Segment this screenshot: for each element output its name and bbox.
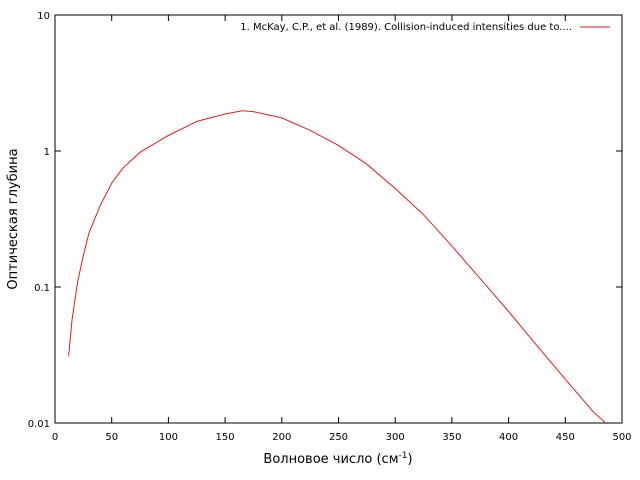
y-tick-label: 1 bbox=[44, 147, 50, 158]
x-label-sup: -1 bbox=[399, 451, 408, 461]
x-tick-label: 200 bbox=[272, 432, 291, 443]
legend-label: 1. McKay, C.P., et al. (1989). Collision… bbox=[240, 22, 572, 33]
x-label-main: Волновое число (см bbox=[263, 452, 398, 467]
x-tick-label: 150 bbox=[216, 432, 235, 443]
y-axis-label: Оптическая глубина bbox=[6, 148, 21, 289]
y-tick-label: 0.01 bbox=[28, 419, 50, 430]
y-tick-label: 10 bbox=[37, 11, 50, 22]
x-tick-label: 400 bbox=[499, 432, 518, 443]
y-tick-label: 0.1 bbox=[34, 283, 50, 294]
x-tick-label: 350 bbox=[442, 432, 461, 443]
x-tick-label: 50 bbox=[105, 432, 118, 443]
x-tick-label: 500 bbox=[612, 432, 631, 443]
x-tick-label: 250 bbox=[329, 432, 348, 443]
x-tick-label: 0 bbox=[52, 432, 58, 443]
x-label-end: ) bbox=[407, 452, 412, 467]
data-line bbox=[68, 110, 606, 423]
x-axis-label: Волновое число (см-1) bbox=[263, 451, 412, 467]
x-tick-label: 450 bbox=[556, 432, 575, 443]
x-tick-label: 100 bbox=[159, 432, 178, 443]
x-tick-label: 300 bbox=[386, 432, 405, 443]
